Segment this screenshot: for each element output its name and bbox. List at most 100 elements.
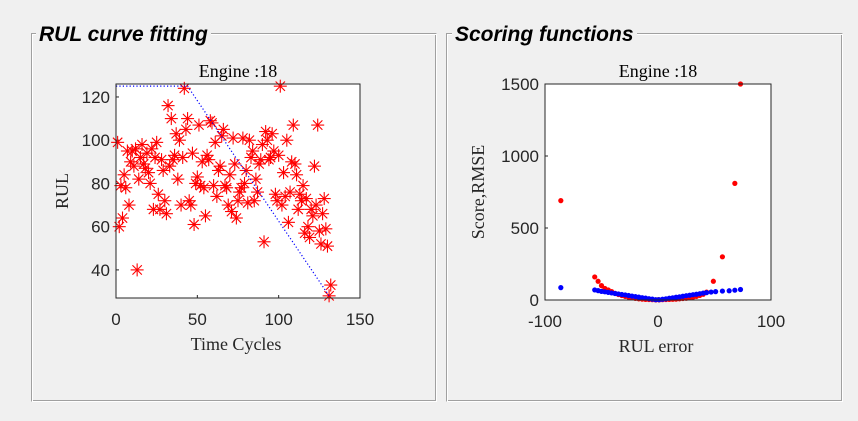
- predicted-rul-point: [148, 150, 162, 164]
- predicted-rul-point: [210, 189, 224, 203]
- x-axis-label: RUL error: [619, 336, 694, 356]
- y-tick-label: 120: [82, 88, 110, 107]
- predicted-rul-point: [172, 133, 186, 147]
- predicted-rul-point: [319, 222, 333, 236]
- y-tick-label: 100: [82, 131, 110, 150]
- predicted-rul-point: [311, 118, 325, 132]
- predicted-rul-point: [228, 157, 242, 171]
- predicted-rul-point: [179, 122, 193, 136]
- x-tick-label: 0: [111, 310, 120, 329]
- predicted-rul-point: [299, 192, 313, 206]
- x-tick-label: -100: [528, 312, 562, 331]
- y-axis-label: Score,RMSE: [468, 145, 488, 240]
- y-tick-label: 40: [91, 261, 110, 280]
- scoring-panel-title: Scoring functions: [452, 23, 637, 47]
- rmse-point: [726, 288, 732, 294]
- predicted-rul-point: [294, 194, 308, 208]
- predicted-rul-point: [226, 131, 240, 145]
- predicted-rul-point: [257, 235, 271, 249]
- predicted-rul-point: [242, 133, 256, 147]
- rmse-point: [708, 289, 714, 295]
- rmse-point: [737, 286, 744, 293]
- predicted-rul-point: [286, 118, 300, 132]
- predicted-rul-point: [142, 166, 156, 180]
- x-tick-label: 100: [757, 312, 785, 331]
- predicted-rul-point: [307, 159, 321, 173]
- x-axis-label: Time Cycles: [191, 334, 282, 354]
- predicted-rul-point: [265, 127, 279, 141]
- y-tick-label: 1000: [501, 147, 539, 166]
- x-tick-label: 50: [188, 310, 207, 329]
- predicted-rul-point: [229, 211, 243, 225]
- y-tick-label: 80: [91, 174, 110, 193]
- predicted-rul-point: [231, 194, 245, 208]
- fitted-rul-line: [116, 85, 330, 297]
- predicted-rul-point: [324, 278, 338, 292]
- y-tick-label: 1500: [501, 75, 539, 94]
- predicted-rul-point: [236, 131, 250, 145]
- predicted-rul-point: [114, 179, 128, 193]
- score-point: [598, 283, 605, 289]
- scoring-panel: [446, 33, 843, 402]
- predicted-rul-point: [288, 157, 302, 171]
- predicted-rul-point: [195, 155, 209, 169]
- x-tick-label: 150: [346, 310, 374, 329]
- predicted-rul-point: [309, 198, 323, 212]
- predicted-rul-point: [116, 211, 130, 225]
- predicted-rul-point: [280, 133, 294, 147]
- y-tick-label: 60: [91, 218, 110, 237]
- predicted-rul-point: [185, 146, 199, 160]
- predicted-rul-point: [281, 215, 295, 229]
- y-axis-label: RUL: [52, 173, 72, 209]
- predicted-rul-point: [251, 185, 265, 199]
- predicted-rul-point: [150, 135, 164, 149]
- predicted-rul-point: [301, 220, 315, 234]
- predicted-rul-point: [130, 263, 144, 277]
- score-point: [732, 180, 738, 186]
- predicted-rul-point: [306, 209, 320, 223]
- rmse-point: [719, 288, 726, 294]
- score-point: [710, 278, 716, 284]
- predicted-rul-point: [155, 153, 169, 167]
- predicted-rul-point: [129, 142, 143, 156]
- rmse-point: [703, 290, 710, 296]
- y-tick-label: 0: [530, 291, 539, 310]
- predicted-rul-point: [316, 207, 330, 221]
- predicted-rul-point: [181, 112, 195, 126]
- predicted-rul-point: [322, 289, 336, 303]
- chart-title: Engine :18: [199, 61, 278, 81]
- predicted-rul-point: [151, 187, 165, 201]
- rul-fitting-panel: [31, 33, 437, 402]
- predicted-rul-point: [260, 133, 274, 147]
- plot-frame: [115, 83, 361, 299]
- predicted-rul-point: [156, 163, 170, 177]
- chart-title: Engine :18: [619, 61, 698, 81]
- predicted-rul-point: [277, 166, 291, 180]
- score-point: [592, 274, 598, 280]
- predicted-rul-point: [164, 112, 178, 126]
- x-tick-label: 0: [653, 312, 662, 331]
- predicted-rul-point: [273, 79, 287, 93]
- plot-area: [545, 84, 771, 300]
- predicted-rul-point: [171, 172, 185, 186]
- predicted-rul-point: [197, 181, 211, 195]
- predicted-rul-point: [168, 148, 182, 162]
- predicted-rul-point: [239, 163, 253, 177]
- predicted-rul-point: [202, 153, 216, 167]
- predicted-rul-point: [184, 198, 198, 212]
- predicted-rul-point: [320, 239, 334, 253]
- predicted-rul-point: [238, 176, 252, 190]
- score-point: [558, 198, 564, 204]
- predicted-rul-point: [272, 148, 286, 162]
- plot-frame: [544, 83, 772, 301]
- predicted-rul-point: [192, 118, 206, 132]
- predicted-rul-point: [283, 185, 297, 199]
- predicted-rul-point: [117, 168, 131, 182]
- predicted-rul-point: [246, 144, 260, 158]
- predicted-rul-point: [187, 218, 201, 232]
- predicted-rul-point: [220, 181, 234, 195]
- rmse-point: [713, 289, 719, 295]
- predicted-rul-point: [198, 209, 212, 223]
